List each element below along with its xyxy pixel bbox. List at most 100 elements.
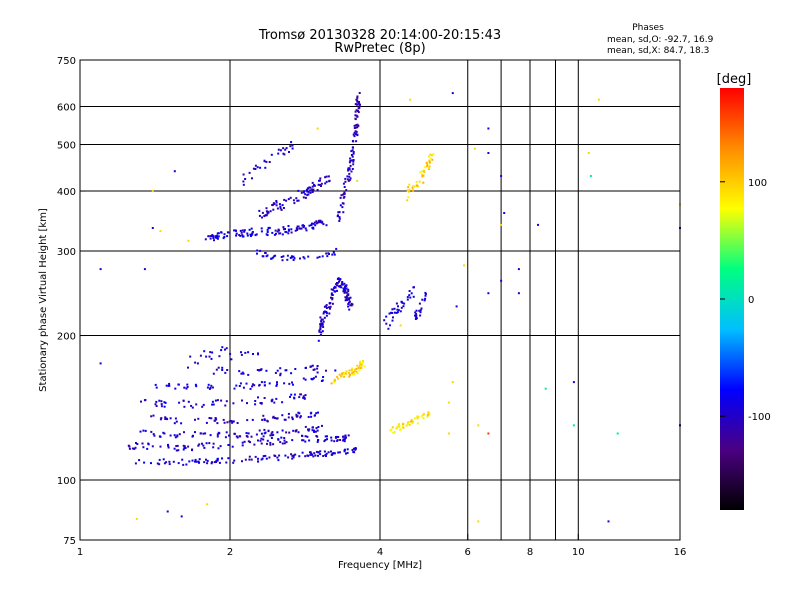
data-point — [349, 157, 352, 160]
data-point — [297, 431, 300, 434]
data-point — [250, 227, 253, 230]
data-point — [142, 446, 145, 449]
data-point — [426, 413, 429, 416]
y-tick-label: 75 — [63, 536, 76, 547]
data-point — [208, 355, 211, 358]
data-point — [326, 435, 328, 438]
data-point — [335, 247, 338, 250]
data-point — [204, 238, 207, 241]
colorbar-ticks: 100 0 -100 — [720, 178, 771, 423]
data-point — [223, 421, 226, 424]
data-point — [401, 423, 404, 426]
data-point — [289, 196, 292, 199]
data-point — [244, 351, 247, 354]
data-point — [338, 451, 341, 454]
data-point — [477, 520, 480, 523]
data-point — [285, 369, 288, 372]
data-point — [163, 405, 166, 408]
data-point — [408, 294, 411, 297]
data-point — [338, 285, 340, 288]
data-point — [256, 369, 259, 371]
data-point — [283, 437, 286, 439]
data-point — [339, 285, 342, 287]
data-point — [312, 368, 315, 371]
x-tick-label: 6 — [465, 547, 471, 558]
data-point — [99, 362, 102, 365]
data-point — [325, 369, 327, 372]
data-point — [331, 298, 334, 301]
data-point — [266, 228, 269, 231]
data-point — [405, 424, 408, 427]
data-point — [254, 234, 257, 237]
data-point — [403, 302, 406, 305]
data-point — [344, 180, 347, 183]
data-point — [301, 439, 304, 442]
data-point — [358, 105, 361, 107]
data-point — [352, 371, 355, 374]
data-point — [335, 283, 338, 286]
data-point — [293, 393, 296, 396]
data-point — [226, 421, 229, 424]
data-point — [233, 459, 236, 462]
data-point — [352, 159, 355, 161]
data-point — [265, 210, 268, 213]
data-point — [199, 432, 202, 435]
data-point — [408, 290, 411, 292]
data-point — [304, 440, 307, 443]
data-point — [210, 462, 213, 465]
data-point — [391, 308, 394, 311]
data-point — [341, 206, 344, 209]
data-point — [408, 423, 411, 426]
data-point — [356, 96, 359, 99]
data-point — [344, 285, 347, 287]
data-point — [191, 406, 194, 409]
data-point — [216, 435, 219, 438]
data-point — [313, 221, 316, 224]
data-point — [155, 386, 158, 389]
data-point — [303, 225, 305, 227]
data-point — [346, 296, 348, 299]
data-point — [128, 447, 131, 450]
data-point — [291, 439, 294, 442]
data-point — [396, 425, 399, 428]
data-point — [325, 175, 328, 178]
data-point — [311, 364, 314, 367]
data-point — [322, 312, 325, 315]
data-point — [271, 431, 274, 434]
data-point — [319, 177, 322, 180]
data-point — [218, 355, 221, 358]
data-point — [344, 296, 347, 299]
data-point — [323, 310, 326, 313]
data-point — [272, 443, 275, 446]
data-point — [243, 440, 246, 443]
data-point — [302, 256, 305, 259]
data-point — [281, 233, 284, 236]
data-point — [283, 442, 286, 445]
data-point — [210, 357, 213, 360]
data-point — [163, 462, 166, 465]
data-point — [292, 199, 295, 202]
data-point — [250, 458, 253, 461]
data-point — [242, 372, 245, 375]
data-point — [304, 455, 307, 458]
data-point — [246, 402, 248, 405]
data-point — [314, 375, 317, 378]
data-point — [259, 402, 262, 404]
data-point — [388, 312, 391, 315]
data-point — [151, 227, 154, 229]
data-point — [282, 228, 285, 231]
data-point — [343, 291, 346, 294]
data-point — [500, 175, 503, 177]
data-point — [342, 438, 345, 441]
data-point — [216, 236, 219, 239]
data-point — [191, 459, 194, 462]
data-point — [277, 148, 280, 151]
data-point — [183, 386, 186, 389]
data-point — [266, 212, 269, 215]
data-point — [162, 458, 165, 461]
data-point — [317, 451, 320, 454]
data-point — [303, 190, 306, 193]
data-point — [265, 369, 268, 372]
data-point — [296, 229, 299, 231]
data-point — [342, 202, 345, 205]
